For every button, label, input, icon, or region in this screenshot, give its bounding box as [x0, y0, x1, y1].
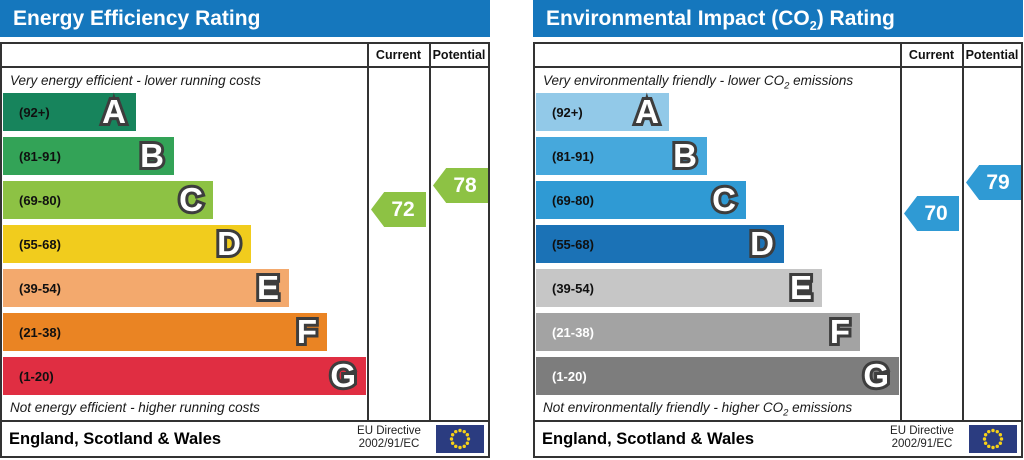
eu-directive-text: EU Directive 2002/91/EC [346, 425, 432, 451]
band-row-c: (69-80) C C [536, 178, 746, 221]
rating-bands: (92+) A A (81-91) B B (69-80) C C (55-68) D D (39-54… [3, 90, 367, 397]
eu-directive-line2: 2002/91/EC [358, 438, 420, 450]
band-range-label: (69-80) [19, 192, 61, 208]
bottom-note: Not energy efficient - higher running co… [10, 400, 260, 415]
band-range-label: (55-68) [552, 236, 594, 252]
header-row-divider [533, 66, 1023, 68]
band-row-d: (55-68) D D [536, 222, 784, 265]
band-row-e: (39-54) E E [3, 266, 289, 309]
current-rating-pointer: 72 [371, 192, 426, 227]
band-row-f: (21-38) F F [3, 310, 327, 353]
potential-column-divider [962, 42, 964, 420]
band-range-label: (21-38) [19, 324, 61, 340]
bottom-note: Not environmentally friendly - higher CO… [543, 400, 853, 419]
energy-efficiency-rating-panel: Energy Efficiency Rating Current Potenti… [0, 0, 491, 460]
band-range-label: (92+) [552, 104, 583, 120]
footer-divider [533, 420, 1023, 422]
potential-rating-pointer: 79 [966, 165, 1021, 200]
band-range-label: (81-91) [552, 148, 594, 164]
band-range-label: (21-38) [552, 324, 594, 340]
current-rating-value: 70 [924, 201, 948, 225]
current-column-header: Current [375, 48, 422, 62]
band-range-label: (69-80) [552, 192, 594, 208]
potential-column-header: Potential [965, 48, 1019, 62]
band-row-a: (92+) A A [536, 90, 669, 133]
current-column-divider [367, 42, 369, 420]
footer-divider [0, 420, 490, 422]
band-range-label: (39-54) [552, 280, 594, 296]
potential-column-header: Potential [432, 48, 486, 62]
rating-bands: (92+) A A (81-91) B B (69-80) C C (55-68) D D (39-54… [536, 90, 900, 397]
potential-rating-value: 79 [986, 170, 1010, 194]
eu-directive-line1: EU Directive [357, 425, 421, 437]
band-range-label: (92+) [19, 104, 50, 120]
environmental-impact-co2-rating-panel: Environmental Impact (CO2) Rating Curren… [533, 0, 1024, 460]
band-row-d: (55-68) D D [3, 222, 251, 265]
potential-column-divider [429, 42, 431, 420]
band-row-f: (21-38) F F [536, 310, 860, 353]
band-row-g: (1-20) G G [536, 354, 899, 397]
panel-title-bar: Environmental Impact (CO2) Rating [533, 0, 1023, 37]
current-rating-pointer: 70 [904, 196, 959, 231]
eu-flag-icon [969, 425, 1017, 453]
top-note: Very energy efficient - lower running co… [10, 73, 261, 88]
footer-region-label: England, Scotland & Wales [9, 430, 222, 448]
potential-rating-pointer: 78 [433, 168, 488, 203]
band-range-label: (81-91) [19, 148, 61, 164]
band-row-b: (81-91) B B [536, 134, 707, 177]
band-row-c: (69-80) C C [3, 178, 213, 221]
panel-title: Energy Efficiency Rating [13, 7, 261, 30]
current-rating-value: 72 [391, 197, 415, 221]
band-row-b: (81-91) B B [3, 134, 174, 177]
eu-directive-line1: EU Directive [890, 425, 954, 437]
eu-directive-text: EU Directive 2002/91/EC [879, 425, 965, 451]
current-column-header: Current [908, 48, 955, 62]
eu-directive-line2: 2002/91/EC [891, 438, 953, 450]
band-range-label: (39-54) [19, 280, 61, 296]
band-row-e: (39-54) E E [536, 266, 822, 309]
top-note: Very environmentally friendly - lower CO… [543, 73, 854, 92]
band-range-label: (1-20) [552, 368, 587, 384]
band-row-a: (92+) A A [3, 90, 136, 133]
panel-title-bar: Energy Efficiency Rating [0, 0, 490, 37]
footer-region-label: England, Scotland & Wales [542, 430, 755, 448]
header-row-divider [0, 66, 490, 68]
band-range-label: (55-68) [19, 236, 61, 252]
eu-flag-icon [436, 425, 484, 453]
current-column-divider [900, 42, 902, 420]
panel-title: Environmental Impact (CO2) Rating [546, 7, 895, 34]
band-range-label: (1-20) [19, 368, 54, 384]
band-row-g: (1-20) G G [3, 354, 366, 397]
potential-rating-value: 78 [453, 173, 477, 197]
